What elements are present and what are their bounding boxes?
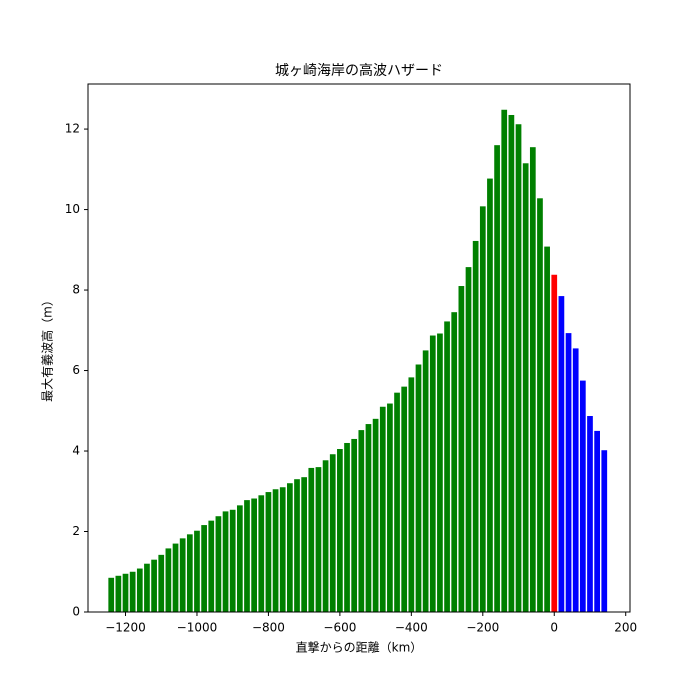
bar <box>365 424 372 612</box>
bar <box>437 333 443 612</box>
bar <box>501 109 508 612</box>
bar <box>129 571 136 612</box>
bar <box>194 530 200 612</box>
bar <box>479 206 486 612</box>
bar <box>515 124 522 613</box>
bar <box>172 543 179 612</box>
bar <box>458 286 465 612</box>
bar <box>329 454 336 612</box>
bar <box>251 498 257 612</box>
bar <box>401 386 408 612</box>
bar <box>529 147 536 612</box>
bar <box>494 145 500 613</box>
bar <box>244 500 250 612</box>
x-axis-label: 直撃からの距離（km） <box>296 640 423 655</box>
bar <box>587 416 593 612</box>
bar <box>179 538 186 612</box>
bar <box>394 392 400 612</box>
bar <box>165 548 172 612</box>
bar <box>186 534 193 612</box>
bar <box>136 568 143 612</box>
bar <box>208 520 215 612</box>
bar <box>315 467 322 612</box>
bar <box>508 114 515 613</box>
bar <box>422 350 429 612</box>
bar <box>308 467 315 612</box>
bar <box>429 335 436 612</box>
bar <box>444 321 450 612</box>
bar <box>358 430 365 612</box>
bar <box>294 479 300 612</box>
plot-frame <box>87 83 631 613</box>
x-tick-label: −1000 <box>177 621 218 635</box>
bar <box>201 525 207 612</box>
bar <box>108 577 115 612</box>
bar <box>522 163 529 612</box>
bar <box>279 487 286 612</box>
bar <box>258 495 265 612</box>
y-tick-label: 4 <box>72 444 80 458</box>
bar <box>222 511 229 612</box>
bar <box>408 377 415 612</box>
bar <box>158 554 165 612</box>
bar <box>572 348 579 612</box>
bar <box>287 483 293 612</box>
x-tick-label: 200 <box>614 621 637 635</box>
bar <box>379 406 386 612</box>
x-tick-label: 0 <box>550 621 558 635</box>
y-tick-label: 0 <box>72 605 80 619</box>
chart-title: 城ヶ崎海岸の高波ハザード <box>275 62 443 79</box>
bar <box>372 418 379 612</box>
bar <box>451 312 458 612</box>
bar <box>344 442 350 612</box>
bar <box>472 240 479 612</box>
bar <box>558 296 565 612</box>
bar <box>544 246 550 612</box>
bar <box>144 563 150 612</box>
bar <box>122 573 129 612</box>
bar <box>487 178 493 612</box>
bar <box>415 364 422 612</box>
y-tick-label: 10 <box>65 202 80 216</box>
bar <box>337 449 343 612</box>
x-tick-label: −800 <box>252 621 285 635</box>
bar <box>215 516 222 612</box>
bar <box>229 509 236 612</box>
bar <box>301 477 308 612</box>
y-axis-label: 最大有義波高（m） <box>40 294 55 402</box>
y-tick-label: 8 <box>72 283 80 297</box>
bar <box>601 450 608 612</box>
bar <box>236 505 243 612</box>
bar <box>351 438 358 612</box>
x-tick-label: −400 <box>395 621 428 635</box>
bar <box>565 333 572 612</box>
bar <box>265 492 272 612</box>
bar <box>537 198 543 613</box>
y-tick-label: 6 <box>72 363 80 377</box>
bar <box>465 267 472 612</box>
y-tick-label: 2 <box>72 524 80 538</box>
bar <box>115 575 122 612</box>
bar <box>272 489 279 612</box>
bar <box>551 274 558 612</box>
y-tick-label: 12 <box>65 122 80 136</box>
x-tick-label: −1200 <box>105 621 146 635</box>
bar <box>151 559 157 612</box>
bar <box>579 380 586 612</box>
x-tick-label: −200 <box>466 621 499 635</box>
bar <box>594 430 600 612</box>
bar <box>387 403 393 612</box>
x-tick-label: −600 <box>323 621 356 635</box>
bar <box>322 460 329 612</box>
